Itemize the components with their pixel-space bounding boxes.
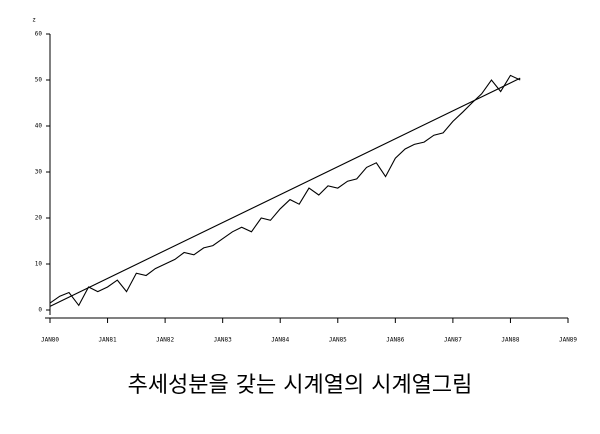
- x-tick-label: JAN82: [156, 337, 174, 344]
- y-tick-label: 60: [35, 31, 43, 38]
- y-tick-label: 10: [35, 261, 43, 268]
- y-tick-label: 40: [35, 123, 43, 130]
- caption: 추세성분을 갖는 시계열의 시계열그림: [128, 373, 473, 398]
- series-line: [49, 77, 521, 307]
- x-tick-label: JAN87: [444, 337, 462, 344]
- y-axis-label: z: [32, 17, 36, 24]
- x-tick-label: JAN88: [501, 337, 519, 344]
- y-tick-label: 0: [38, 307, 42, 314]
- x-tick-label: JAN85: [329, 337, 347, 344]
- x-tick-label: JAN83: [214, 337, 232, 344]
- x-tick-label: JAN80: [41, 337, 59, 344]
- y-tick-label: 30: [35, 169, 43, 176]
- y-tick-label: 20: [35, 215, 43, 222]
- series-line: [49, 74, 521, 307]
- x-tick-label: JAN81: [99, 337, 117, 344]
- x-tick-label: JAN84: [271, 337, 289, 344]
- y-tick-label: 50: [35, 77, 43, 84]
- x-tick-label: JAN86: [386, 337, 404, 344]
- x-tick-label: JAN89: [559, 337, 577, 344]
